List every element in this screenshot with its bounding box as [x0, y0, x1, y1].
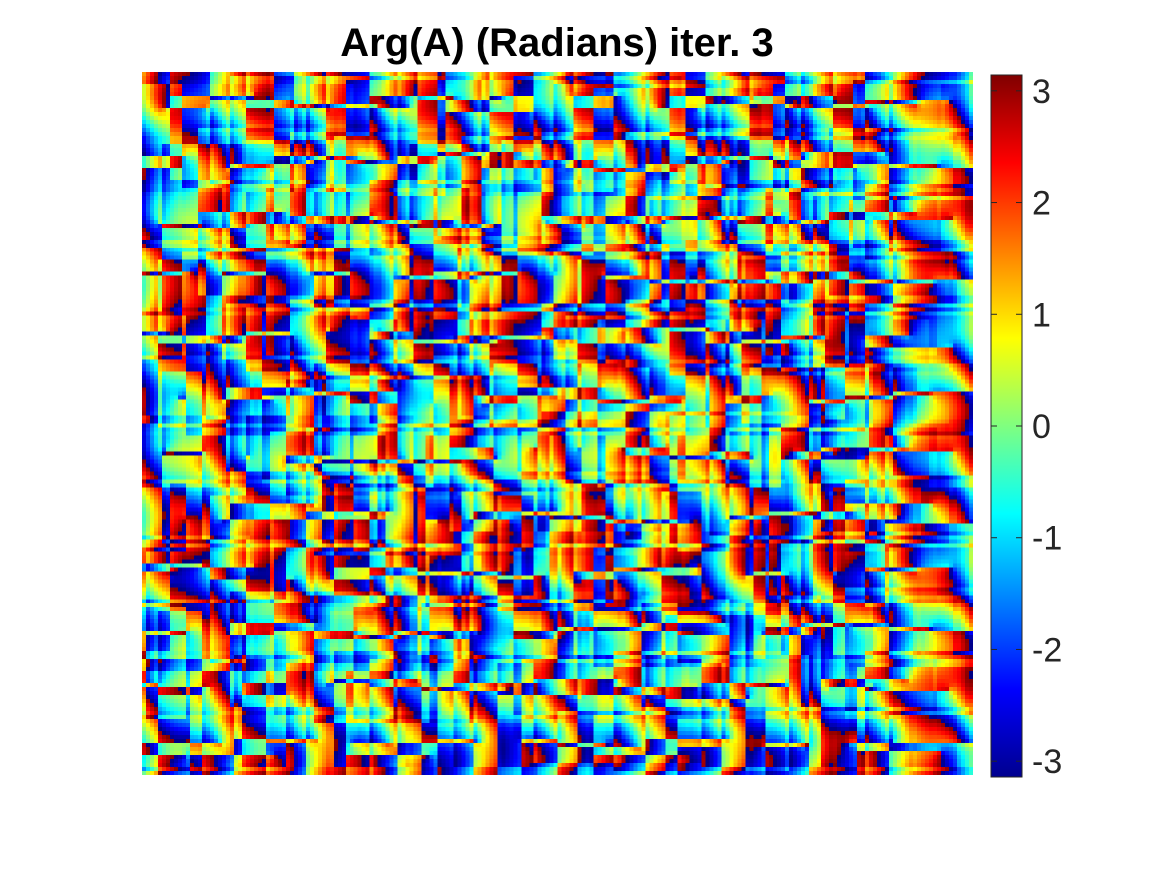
heatmap-plot-area	[142, 72, 973, 775]
colorbar-tick-label: 2	[1032, 185, 1051, 223]
colorbar-tick-label: -2	[1032, 631, 1062, 669]
chart-title: Arg(A) (Radians) iter. 3	[340, 21, 773, 65]
colorbar: 3 2 1 0 -1 -2 -3	[990, 73, 1062, 781]
colorbar-tick-label: -3	[1032, 743, 1062, 781]
colorbar-tick-label: 0	[1032, 408, 1051, 446]
colorbar-tick-label: -1	[1032, 520, 1062, 558]
colorbar-tick-label: 1	[1032, 296, 1051, 334]
phase-heatmap	[142, 72, 973, 775]
colorbar-tick-label: 3	[1032, 73, 1051, 111]
colorbar-ticks: 3 2 1 0 -1 -2 -3	[991, 73, 1062, 781]
